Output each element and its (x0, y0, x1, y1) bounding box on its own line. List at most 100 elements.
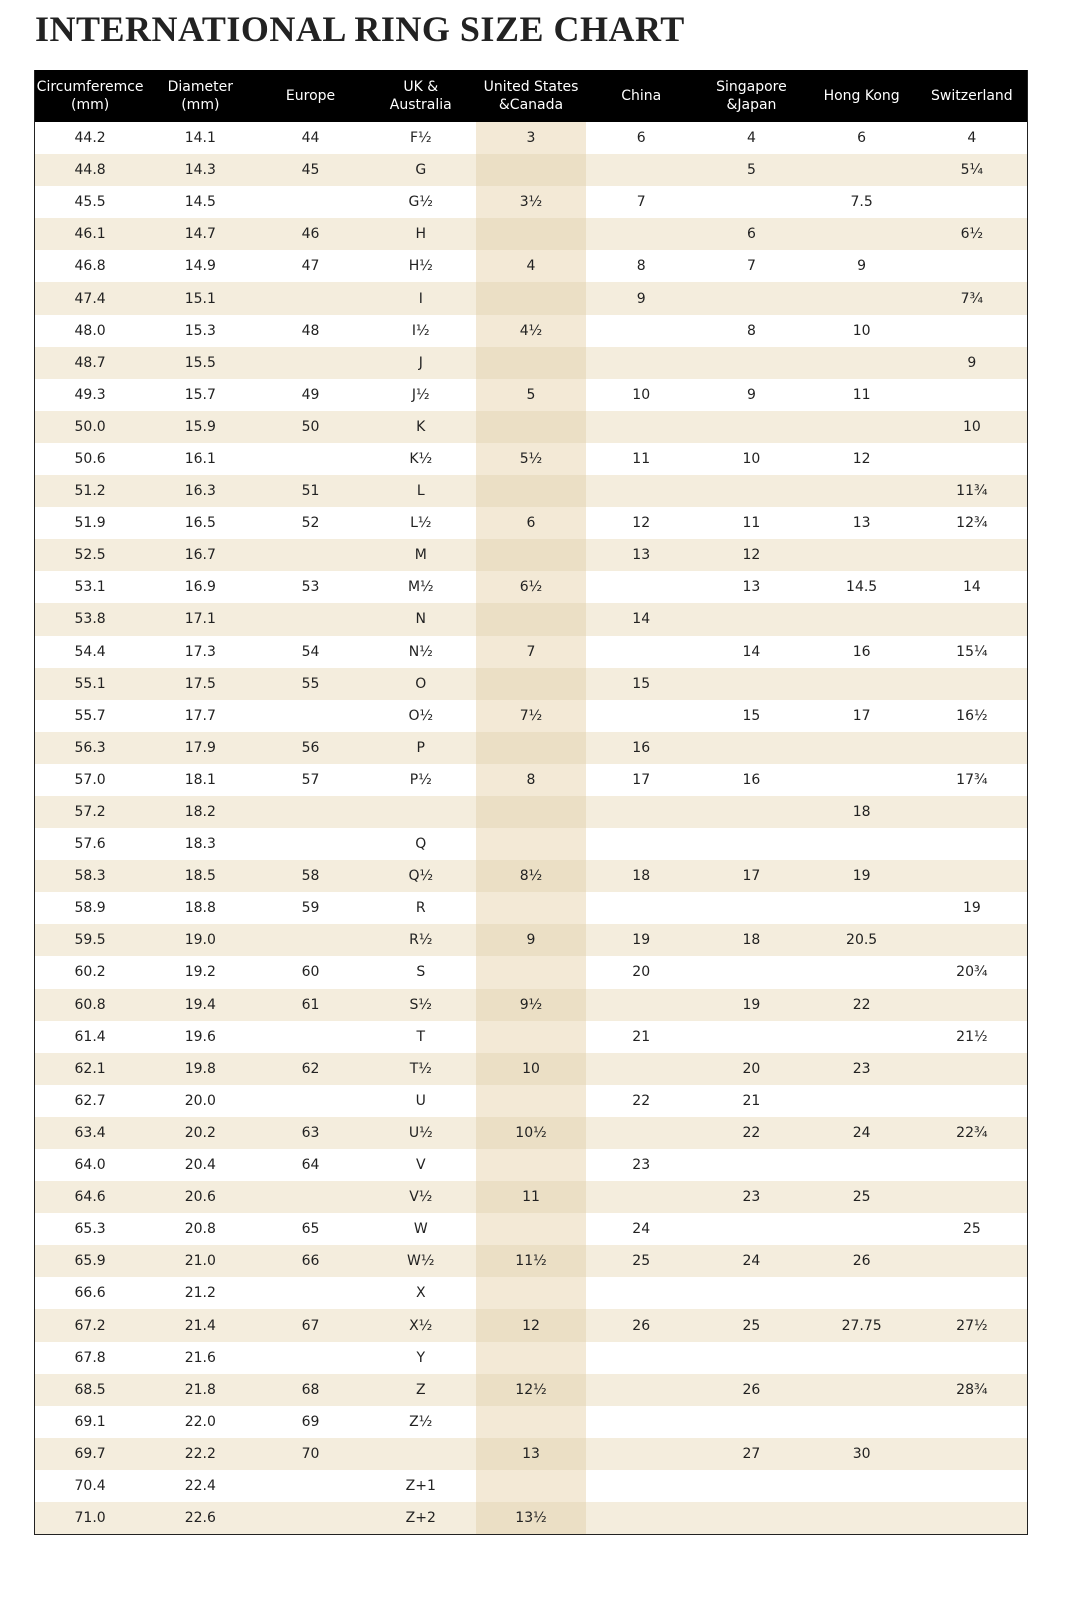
table-row: 71.0 22.6 Z+2 13½ (35, 1502, 1027, 1535)
table-cell: 5½ (475, 442, 587, 476)
table-cell (696, 1021, 806, 1053)
table-cell: 9 (586, 282, 697, 315)
table-cell: 44.2 (74, 130, 106, 147)
table-cell: 60.2 (74, 964, 106, 981)
table-cell: T (416, 1028, 426, 1045)
table-cell: 8 (636, 258, 646, 275)
table-cell: 22.4 (184, 1477, 216, 1494)
table-cell (917, 1406, 1027, 1438)
table-cell: P (365, 731, 476, 764)
table-cell (255, 1181, 366, 1214)
table-cell: 67.2 (35, 1309, 146, 1342)
table-cell: 11¾ (916, 475, 1027, 508)
table-cell: 68 (255, 1373, 366, 1406)
table-cell: 17 (696, 860, 807, 893)
table-cell: 30 (806, 1437, 917, 1470)
table-cell (255, 795, 366, 829)
table-row: 69.1 22.0 69 Z½ (35, 1405, 1027, 1438)
table-cell (917, 379, 1027, 411)
table-cell: 23 (632, 1157, 651, 1174)
table-cell: 14.7 (145, 218, 256, 251)
table-cell: 19.8 (145, 1052, 256, 1085)
table-cell: 61 (255, 988, 366, 1021)
table-cell (475, 1469, 587, 1503)
table-cell: 19 (586, 924, 697, 957)
table-cell: 11 (742, 515, 761, 532)
table-cell: 60.8 (35, 988, 146, 1021)
table-cell (586, 1502, 697, 1535)
table-cell: 64 (301, 1157, 320, 1174)
table-cell: 12 (632, 515, 651, 532)
table-cell: P½ (409, 771, 432, 788)
table-cell: 17.9 (145, 731, 256, 764)
table-cell (807, 764, 917, 796)
column-header-text: UK & (403, 79, 439, 95)
table-row: 70.4 22.4 Z+1 (35, 1469, 1027, 1503)
table-cell: 9 (746, 386, 756, 403)
table-cell: 7¾ (916, 282, 1027, 315)
column-header-text: Hong Kong (823, 88, 900, 104)
table-cell (586, 571, 696, 603)
table-cell: 62.1 (35, 1052, 146, 1085)
table-cell: 18 (586, 860, 697, 893)
table-cell: O½ (408, 707, 434, 724)
table-cell (916, 667, 1027, 700)
column-header: United States &Canada (475, 70, 587, 122)
table-cell: 20.0 (184, 1092, 216, 1109)
table-cell (475, 1341, 587, 1374)
table-row: 50.6 16.1 K½ 5½ 11 10 12 (35, 442, 1027, 476)
table-cell: 25 (696, 1309, 807, 1342)
table-cell: 8 (746, 322, 756, 339)
table-cell: 19 (696, 988, 807, 1021)
table-cell: 12 (852, 450, 871, 467)
column-header-text: Australia (389, 97, 452, 113)
table-cell: 10 (475, 1052, 587, 1085)
table-cell: J (365, 346, 476, 379)
table-cell: S½ (365, 988, 476, 1021)
table-cell: 6 (696, 218, 807, 251)
table-cell (807, 1213, 917, 1245)
table-cell: 56.3 (35, 731, 146, 764)
table-cell: K (365, 410, 476, 443)
table-cell (806, 667, 917, 700)
table-row: 44.8 14.3 45 G 5 5¼ (35, 154, 1027, 187)
table-cell: 22 (806, 988, 917, 1021)
table-cell: 51 (255, 475, 366, 508)
table-cell (475, 539, 587, 572)
table-cell: U½ (365, 1116, 476, 1149)
table-cell: R (415, 900, 426, 917)
table-cell: 50.6 (74, 450, 106, 467)
table-cell (475, 346, 587, 379)
table-cell (916, 988, 1027, 1021)
table-cell: 53.1 (74, 579, 106, 596)
column-header: Switzerland (916, 70, 1027, 122)
table-body: 44.2 14.1 44 F½ 3 6 4 6 4 44.8 14.3 45 G 5 5¼ 45.5 14.5 G… (35, 122, 1027, 1535)
table-cell: 10 (742, 450, 761, 467)
table-cell (917, 1085, 1027, 1117)
table-cell: I (365, 282, 476, 315)
table-cell (255, 924, 366, 957)
table-cell (807, 1342, 917, 1374)
table-cell (917, 315, 1027, 347)
table-cell: Z+2 (365, 1502, 476, 1535)
table-cell (696, 186, 806, 218)
table-cell: 19.4 (145, 988, 256, 1021)
table-cell: T½ (365, 1052, 476, 1085)
table-cell (475, 667, 587, 700)
table-cell: 9½ (475, 988, 587, 1021)
page-title: INTERNATIONAL RING SIZE CHART (35, 9, 685, 49)
table-row: 67.8 21.6 Y (35, 1341, 1027, 1374)
table-cell: 14 (962, 579, 981, 596)
table-row: 59.5 19.0 R½ 9 19 18 20.5 (35, 924, 1027, 957)
table-row: 56.3 17.9 56 P 16 (35, 731, 1027, 764)
table-cell (916, 1181, 1027, 1214)
table-cell: 22.6 (145, 1502, 256, 1535)
column-header-text: Switzerland (931, 88, 1013, 104)
table-cell (696, 475, 807, 508)
ring-size-table: Circumferemce (mm) Diameter (mm) Europe UK & A… (34, 70, 1028, 1536)
table-cell (255, 603, 366, 636)
table-cell: 10½ (475, 1116, 587, 1149)
table-cell: 59 (301, 900, 320, 917)
table-cell (475, 1149, 587, 1182)
table-cell (696, 1342, 806, 1374)
